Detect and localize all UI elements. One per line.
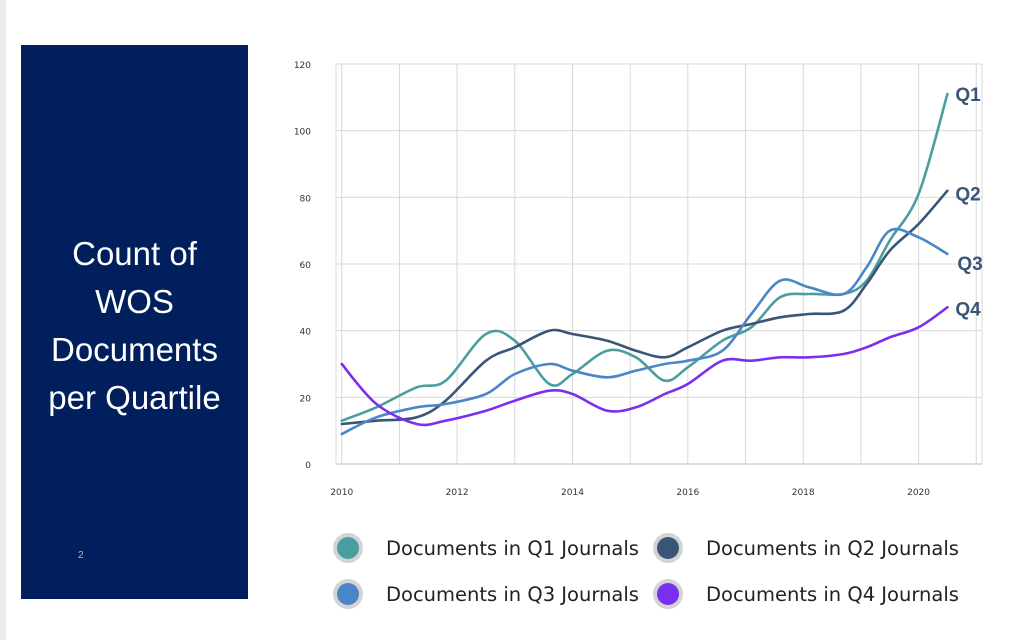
legend-swatch (337, 583, 359, 605)
legend-label: Documents in Q4 Journals (706, 583, 959, 606)
series-line-q3 (340, 227, 949, 436)
legend-swatch (657, 537, 679, 559)
axis-layer: 0 20 40 60 80 100 120 2010 2012 2014 2016 2018 2020 (294, 61, 930, 498)
legend-label: Documents in Q3 Journals (386, 583, 639, 606)
x-tick-label: 2018 (792, 488, 815, 498)
end-label-q1: Q1 (955, 85, 981, 106)
x-tick-label: 2010 (330, 488, 353, 498)
x-tick-label: 2014 (561, 488, 584, 498)
end-label-q3: Q3 (957, 254, 982, 275)
end-label-q4: Q4 (955, 299, 981, 320)
y-tick-label: 40 (300, 328, 312, 338)
end-label-q2: Q2 (955, 185, 980, 206)
legend-item: Documents in Q2 Journals (653, 533, 959, 563)
grid-layer (335, 63, 983, 465)
y-tick-label: 20 (300, 394, 312, 404)
y-tick-label: 100 (294, 128, 311, 138)
x-tick-label: 2016 (676, 488, 699, 498)
legend-item: Documents in Q1 Journals (333, 533, 639, 563)
slide-title: Count of WOS Documents per Quartile (48, 235, 221, 416)
x-tick-label: 2020 (907, 488, 930, 498)
title-panel: Count of WOS Documents per Quartile 2 (21, 45, 248, 599)
legend-swatch (337, 537, 359, 559)
series-line-q4 (340, 306, 949, 427)
y-tick-label: 60 (300, 261, 312, 271)
legend-item: Documents in Q4 Journals (653, 579, 959, 609)
chart-legend: Documents in Q1 Journals Documents in Q2 … (333, 533, 959, 609)
legend-label: Documents in Q1 Journals (386, 537, 639, 560)
page-edge (0, 0, 6, 640)
series-layer (340, 92, 949, 436)
page-number: 2 (78, 550, 84, 561)
y-tick-label: 80 (300, 194, 312, 204)
legend-swatch (657, 583, 679, 605)
y-tick-label: 120 (294, 61, 311, 71)
legend-label: Documents in Q2 Journals (706, 537, 959, 560)
end-labels: Q1 Q2 Q3 Q4 (955, 85, 982, 320)
series-line-q2 (340, 189, 949, 426)
series-line-q1 (340, 92, 949, 422)
y-tick-label: 0 (305, 461, 311, 471)
legend-item: Documents in Q3 Journals (333, 579, 639, 609)
x-tick-label: 2012 (446, 488, 469, 498)
